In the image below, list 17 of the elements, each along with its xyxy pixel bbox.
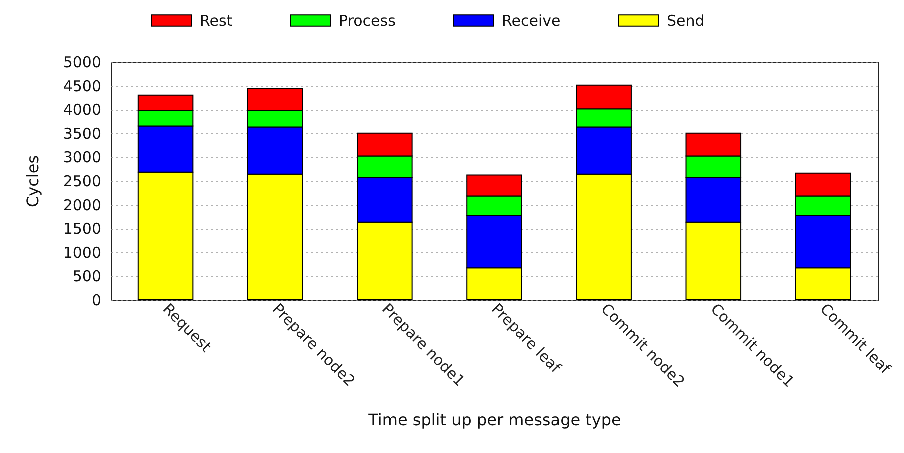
legend-label: Process [339, 12, 396, 30]
y-tick-label: 3000 [63, 148, 102, 167]
y-axis-title: Cycles [23, 155, 42, 208]
x-axis-title: Time split up per message type [368, 410, 622, 430]
legend-label: Rest [200, 12, 233, 30]
y-tick-label: 500 [72, 268, 102, 286]
y-tick-label: 3500 [63, 124, 102, 143]
y-tick-label: 0 [92, 292, 102, 310]
y-tick-label: 5000 [63, 54, 102, 72]
y-tick-label: 4000 [63, 101, 102, 120]
legend-label: Send [667, 12, 705, 30]
y-tick-label: 1500 [63, 220, 102, 238]
y-tick-label: 4500 [63, 77, 102, 96]
y-tick-label: 2000 [63, 196, 102, 214]
y-tick-label: 2500 [63, 172, 102, 190]
y-tick-label: 1000 [63, 244, 102, 262]
legend-label: Receive [502, 12, 561, 30]
